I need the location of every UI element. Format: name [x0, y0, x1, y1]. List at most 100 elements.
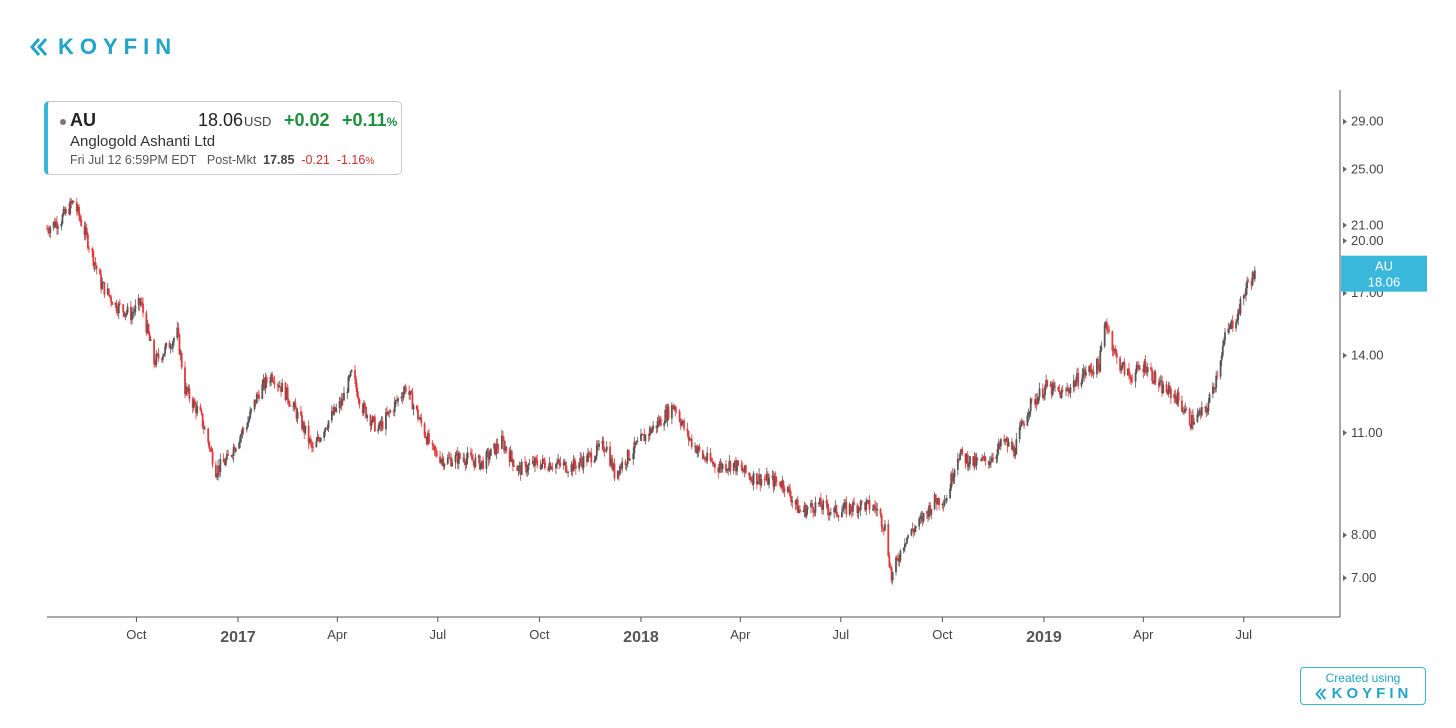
candle-body	[796, 499, 799, 513]
candle-body	[211, 451, 214, 465]
quote-session: Post-Mkt	[206, 153, 257, 167]
x-tick-label: 2018	[623, 629, 659, 646]
candle-body	[795, 499, 798, 505]
candle-body	[393, 401, 396, 412]
candle-body	[541, 458, 544, 464]
candle-body	[726, 469, 728, 471]
candle-body	[1215, 375, 1218, 389]
candle-body	[425, 438, 428, 445]
candle-body	[339, 401, 342, 406]
created-using-badge[interactable]: Created using KOYFIN	[1300, 667, 1426, 705]
candle-body	[1128, 368, 1130, 376]
candle-body	[1060, 390, 1063, 399]
candle-body	[171, 341, 174, 348]
x-tick-label: Apr	[1133, 627, 1154, 642]
candle-body	[1250, 281, 1253, 285]
candle-body	[1026, 415, 1029, 426]
candle-body	[928, 505, 931, 517]
candle-body	[196, 406, 199, 414]
candle-body	[1168, 385, 1171, 389]
candle-body	[308, 438, 311, 443]
candle-body	[666, 406, 669, 421]
candle-body	[84, 227, 87, 235]
candle-body	[396, 400, 398, 401]
candle-body	[875, 507, 878, 511]
candle-body	[377, 428, 380, 432]
candle-body	[1204, 406, 1207, 408]
candle-body	[1196, 414, 1199, 422]
candle-body	[217, 465, 220, 476]
candle-body	[325, 427, 328, 429]
candle-body	[879, 508, 882, 515]
candle-body	[536, 459, 539, 466]
candle-body	[103, 282, 106, 295]
candle-body	[403, 386, 406, 392]
candle-body	[650, 428, 652, 434]
candle-body	[694, 445, 696, 447]
candle-body	[512, 458, 514, 467]
candle-body	[706, 452, 709, 461]
candle-body	[1091, 371, 1094, 373]
candle-body	[1131, 380, 1134, 382]
candle-body	[1035, 399, 1038, 405]
candle-body	[508, 451, 511, 462]
candle-body	[999, 439, 1002, 447]
candle-body	[933, 494, 936, 509]
candle-body	[412, 405, 415, 410]
candle-body	[464, 462, 467, 465]
candle-body	[1082, 369, 1085, 375]
candle-body	[848, 504, 851, 515]
candle-body	[394, 400, 397, 402]
candle-body	[752, 473, 755, 485]
candle-body	[1142, 369, 1145, 373]
candle-body	[292, 405, 295, 407]
candle-body	[60, 223, 63, 227]
candle-body	[772, 475, 775, 487]
candle-body	[109, 294, 111, 297]
candle-body	[77, 206, 79, 212]
candle-body	[1139, 369, 1141, 370]
candle-body	[873, 505, 875, 510]
candle-body	[242, 428, 245, 430]
candle-body	[286, 387, 289, 401]
candle-body	[495, 443, 498, 455]
candle-body	[47, 228, 50, 232]
candle-body	[218, 465, 221, 472]
candle-body	[449, 457, 451, 459]
candle-body	[884, 524, 886, 531]
candle-body	[296, 411, 299, 419]
candle-body	[503, 440, 505, 451]
candle-body	[1146, 367, 1149, 373]
quote-price: 18.06	[198, 110, 244, 130]
candle-body	[635, 441, 638, 445]
candle-body	[335, 407, 338, 412]
candle-body	[717, 467, 720, 473]
candle-body	[1066, 388, 1069, 391]
candle-body	[1012, 446, 1014, 450]
candle-body	[626, 449, 629, 465]
candle-body	[450, 457, 452, 467]
candle-body	[960, 448, 963, 454]
candle-body	[535, 458, 537, 460]
candle-body	[388, 411, 391, 413]
candle-body	[356, 387, 359, 397]
candle-body	[1211, 386, 1214, 395]
candle-body	[145, 312, 148, 333]
candle-body	[961, 448, 964, 454]
post-price: 17.85	[263, 153, 295, 167]
candle-body	[1185, 408, 1188, 410]
candle-body	[307, 425, 310, 443]
candle-body	[1134, 372, 1137, 382]
candle-body	[1043, 395, 1045, 398]
candle-body	[1137, 365, 1140, 370]
candle-body	[139, 301, 142, 305]
x-tick-label: Oct	[529, 627, 550, 642]
candle-body	[249, 411, 252, 419]
candle-body	[921, 515, 924, 521]
candle-body	[525, 462, 528, 473]
candle-body	[750, 479, 753, 481]
candle-body	[497, 448, 500, 450]
candle-body	[1162, 384, 1165, 394]
candle-body	[163, 353, 165, 356]
candle-body	[1097, 358, 1099, 366]
